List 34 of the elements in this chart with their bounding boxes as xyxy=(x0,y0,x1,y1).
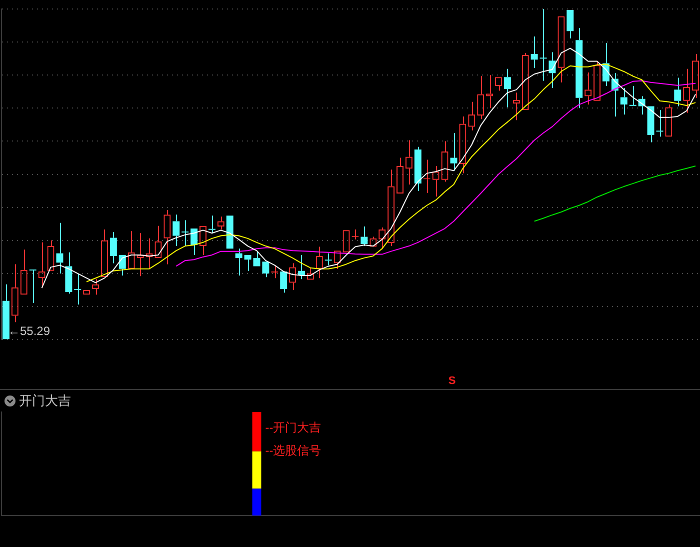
candlestick xyxy=(74,272,82,306)
candlestick xyxy=(414,146,422,192)
candlestick xyxy=(110,232,117,264)
chart-title: 开门大吉 xyxy=(19,392,71,410)
candlestick xyxy=(629,86,636,106)
annotation: --选股信号 xyxy=(265,444,322,458)
candlestick xyxy=(208,215,216,234)
candlestick xyxy=(262,262,270,278)
candlestick xyxy=(504,68,511,108)
candlestick xyxy=(620,88,628,115)
candlestick xyxy=(566,10,574,39)
candlestick xyxy=(656,110,664,138)
candlestick xyxy=(56,222,64,274)
candlestick xyxy=(360,226,368,247)
candlestick xyxy=(271,266,278,279)
candlestick xyxy=(450,132,458,172)
candlestick xyxy=(530,36,538,68)
candlestick xyxy=(182,220,189,247)
text: S xyxy=(448,375,456,388)
candlestick xyxy=(235,248,242,276)
candlestick xyxy=(576,28,583,109)
candlestick xyxy=(540,8,547,82)
candlestick xyxy=(226,216,234,249)
candlestick xyxy=(65,252,72,294)
candlestick xyxy=(29,270,36,304)
candlestick xyxy=(2,284,10,340)
candlestick xyxy=(674,77,682,107)
candlestick xyxy=(172,214,180,247)
annotation: ←55.29 xyxy=(8,324,50,338)
candlestick xyxy=(324,252,332,266)
candlestick xyxy=(280,271,288,294)
annotation: --开门大吉 xyxy=(265,420,322,434)
candlestick xyxy=(647,106,654,143)
candlestick xyxy=(190,228,198,256)
